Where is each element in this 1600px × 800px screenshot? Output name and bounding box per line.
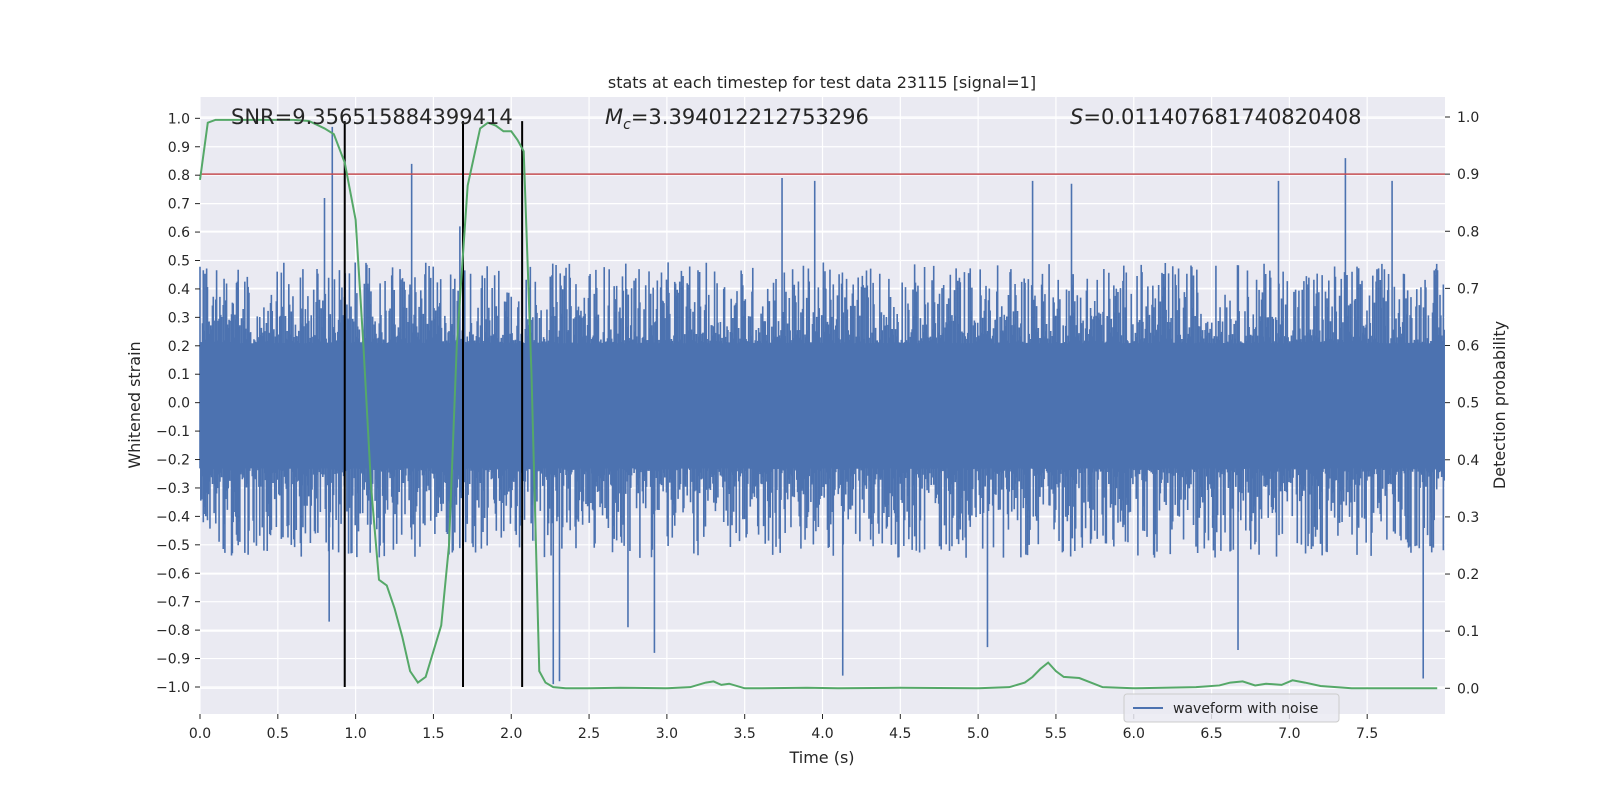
x-tick-label: 1.0 bbox=[344, 726, 366, 742]
series-detection-probability bbox=[199, 118, 1438, 690]
chirp-mass-symbol: M bbox=[605, 105, 623, 129]
x-tick-label: 5.5 bbox=[1045, 726, 1067, 742]
y-tick-label: 0.9 bbox=[168, 140, 190, 156]
x-tick-label: 7.5 bbox=[1356, 726, 1378, 742]
y2-tick-label: 0.3 bbox=[1457, 510, 1479, 526]
y2-tick-label: 0.9 bbox=[1457, 167, 1479, 183]
y2-tick-label: 0.0 bbox=[1457, 681, 1479, 697]
y-tick-label: −0.1 bbox=[156, 424, 190, 440]
y-axis-label: Whitened strain bbox=[125, 341, 144, 468]
y2-tick-label: 0.5 bbox=[1457, 396, 1479, 412]
s-value: =0.011407681740820408 bbox=[1083, 105, 1361, 129]
y-axis-left: −1.0 −0.9 −0.8 −0.7 −0.6 −0.5 −0.4 −0.3 −0.2 −0.1… bbox=[156, 111, 200, 696]
y-tick-label: −0.5 bbox=[156, 538, 190, 554]
y2-axis-label: Detection probability bbox=[1490, 321, 1509, 489]
y-tick-label: −0.7 bbox=[156, 595, 190, 611]
y-tick-label: 0.8 bbox=[168, 168, 190, 184]
x-tick-label: 3.0 bbox=[656, 726, 678, 742]
y-tick-label: −1.0 bbox=[156, 680, 190, 696]
y-tick-label: 1.0 bbox=[168, 111, 190, 127]
legend-label-waveform: waveform with noise bbox=[1173, 701, 1318, 717]
x-axis-label: Time (s) bbox=[788, 748, 854, 767]
chirp-mass-subscript: c bbox=[623, 117, 631, 133]
x-tick-label: 7.0 bbox=[1278, 726, 1300, 742]
y-tick-label: 0.1 bbox=[168, 367, 190, 383]
y-tick-label: 0.7 bbox=[168, 197, 190, 213]
y-tick-label: −0.2 bbox=[156, 453, 190, 469]
s-annotation: S=0.011407681740820408 bbox=[1070, 105, 1361, 129]
chart-title: stats at each timestep for test data 231… bbox=[608, 73, 1036, 92]
y2-tick-label: 0.2 bbox=[1457, 567, 1479, 583]
x-tick-label: 4.5 bbox=[889, 726, 911, 742]
x-tick-label: 6.0 bbox=[1123, 726, 1145, 742]
y-tick-label: −0.8 bbox=[156, 623, 190, 639]
y-tick-label: 0.0 bbox=[168, 396, 190, 412]
y2-tick-label: 0.1 bbox=[1457, 624, 1479, 640]
x-tick-label: 6.5 bbox=[1200, 726, 1222, 742]
x-tick-label: 2.0 bbox=[500, 726, 522, 742]
legend-box bbox=[1123, 693, 1340, 723]
y-axis-right: 0.0 0.1 0.2 0.3 0.4 0.5 0.6 0.7 0.8 0.9 1.0 bbox=[1445, 110, 1479, 697]
s-symbol: S bbox=[1070, 105, 1083, 129]
y2-tick-label: 0.6 bbox=[1457, 339, 1479, 355]
series-waveform-with-noise bbox=[199, 126, 1445, 685]
y-tick-label: 0.3 bbox=[168, 310, 190, 326]
x-tick-label: 2.5 bbox=[578, 726, 600, 742]
plot-area bbox=[199, 118, 1445, 690]
chirp-mass-annotation: Mc=3.394012212753296 bbox=[605, 105, 869, 133]
x-tick-label: 1.5 bbox=[422, 726, 444, 742]
y-tick-label: 0.2 bbox=[168, 339, 190, 355]
snr-annotation: SNR=9.356515884399414 bbox=[231, 105, 513, 129]
y2-tick-label: 0.7 bbox=[1457, 281, 1479, 297]
y-tick-label: −0.6 bbox=[156, 566, 190, 582]
legend: waveform with noise bbox=[1123, 693, 1340, 723]
y-tick-label: −0.3 bbox=[156, 481, 190, 497]
x-tick-label: 3.5 bbox=[734, 726, 756, 742]
y2-tick-label: 1.0 bbox=[1457, 110, 1479, 126]
y2-tick-label: 0.8 bbox=[1457, 224, 1479, 240]
x-tick-label: 4.0 bbox=[811, 726, 833, 742]
y-tick-label: −0.4 bbox=[156, 509, 190, 525]
chirp-mass-value: =3.394012212753296 bbox=[631, 105, 869, 129]
y-tick-label: 0.5 bbox=[168, 253, 190, 269]
y2-tick-label: 0.4 bbox=[1457, 453, 1479, 469]
x-tick-label: 0.0 bbox=[189, 726, 211, 742]
x-tick-label: 0.5 bbox=[267, 726, 289, 742]
y-tick-label: 0.6 bbox=[168, 225, 190, 241]
y-tick-label: −0.9 bbox=[156, 652, 190, 668]
y-tick-label: 0.4 bbox=[168, 282, 190, 298]
x-tick-label: 5.0 bbox=[967, 726, 989, 742]
